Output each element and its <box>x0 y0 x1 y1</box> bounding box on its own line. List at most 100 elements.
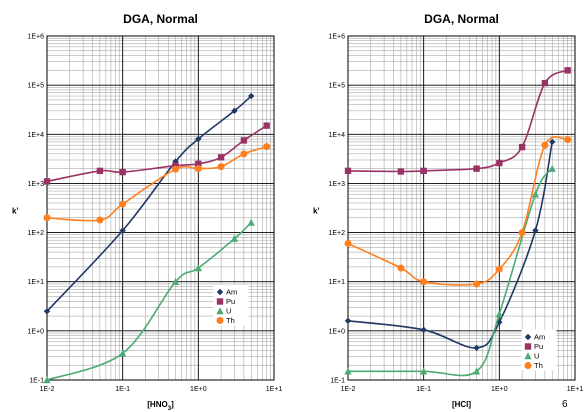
plot-area <box>348 36 575 380</box>
data-point-u <box>43 376 51 384</box>
y-axis-label: k' <box>313 206 319 215</box>
data-point-pu <box>541 79 549 87</box>
series-u <box>43 218 255 384</box>
y-tick-label: 1E+4 <box>27 132 44 139</box>
data-point-pu <box>263 122 270 129</box>
data-point-th <box>96 216 104 224</box>
data-point-th <box>518 229 526 237</box>
page-number: 6 <box>562 399 568 410</box>
series-pu <box>344 67 571 175</box>
data-point-u <box>495 310 503 318</box>
data-point-am <box>119 227 126 234</box>
data-point-am <box>473 344 480 352</box>
data-point-pu <box>240 137 248 144</box>
legend-label-am: Am <box>534 333 545 342</box>
series-line-th <box>347 136 568 286</box>
data-point-u <box>344 367 352 375</box>
chart-hcl: DGA, Normal 1E-1 1E+0 1E+1 1E+2 1E+3 1E+4 1E+5 1… <box>313 12 583 409</box>
data-point-th <box>397 264 405 272</box>
y-tick-label: 1E+3 <box>328 181 345 188</box>
plot-frame <box>46 35 275 381</box>
legend-marker-am <box>524 333 532 341</box>
data-point-u <box>171 277 180 285</box>
data-point-pu <box>564 67 571 74</box>
data-point-pu <box>119 168 126 176</box>
data-point-pu <box>96 167 104 175</box>
data-point-th <box>344 239 352 247</box>
legend-marker-pu <box>216 298 224 305</box>
x-tick-label: 1E+1 <box>266 386 283 393</box>
x-tick-label: 1E+0 <box>491 386 508 393</box>
data-point-pu <box>43 178 51 185</box>
data-point-am <box>549 138 556 146</box>
data-point-u <box>531 190 540 198</box>
legend-label-am: Am <box>226 288 237 297</box>
y-tick-label: 1E-1 <box>29 378 44 385</box>
series-th <box>43 143 271 224</box>
data-point-am <box>248 92 255 100</box>
series-line-pu <box>347 69 569 173</box>
data-point-th <box>119 200 127 208</box>
legend-marker-u <box>216 307 224 315</box>
data-point-th <box>217 163 225 171</box>
data-point-pu <box>344 167 352 175</box>
y-tick-label: 1E+2 <box>328 230 345 237</box>
data-point-u <box>247 218 255 226</box>
y-tick-label: 1E+2 <box>27 230 44 237</box>
series-am <box>43 92 255 315</box>
data-point-u <box>230 234 239 242</box>
x-tick-label: 1E-1 <box>416 386 431 393</box>
series-pu <box>43 122 270 185</box>
data-point-am <box>532 227 539 234</box>
series-th <box>344 136 572 288</box>
data-point-am <box>43 308 51 315</box>
y-tick-label: 1E+6 <box>328 34 345 41</box>
legend-label-pu: Pu <box>226 297 235 306</box>
legend-label-u: U <box>226 307 231 316</box>
series-u <box>344 164 556 377</box>
data-point-u <box>472 367 481 375</box>
data-point-th <box>495 265 503 273</box>
y-tick-label: 1E-1 <box>330 378 345 385</box>
data-point-th <box>541 141 549 149</box>
y-tick-label: 1E+6 <box>27 34 44 41</box>
x-tick-label: 1E+1 <box>567 386 584 393</box>
x-tick-label: 1E-2 <box>40 386 55 393</box>
plot-frame <box>347 35 576 381</box>
y-tick-label: 1E+1 <box>27 279 44 286</box>
y-tick-label: 1E+1 <box>328 279 345 286</box>
data-point-am <box>344 317 352 325</box>
data-point-pu <box>397 168 405 175</box>
legend-label-u: U <box>534 352 539 361</box>
legend-marker-pu <box>524 343 532 350</box>
data-point-pu <box>172 162 179 169</box>
data-point-th <box>43 214 51 222</box>
y-axis-label: k' <box>12 206 18 215</box>
legend-label-pu: Pu <box>534 342 543 351</box>
data-point-pu <box>473 165 480 172</box>
data-point-u <box>420 367 428 375</box>
data-point-am <box>420 326 427 334</box>
legend-marker-am <box>216 288 224 296</box>
chart-title: DGA, Normal <box>424 12 499 26</box>
data-point-th <box>473 280 481 288</box>
y-tick-label: 1E+0 <box>27 328 44 335</box>
x-axis-label: [HCl] <box>452 400 471 409</box>
data-point-u <box>194 264 202 272</box>
y-tick-label: 1E+4 <box>328 132 345 139</box>
chart-hno3: DGA, Normal 1E-1 1E+0 1E+1 1E+2 1E+3 1E+4 1E+5 1… <box>12 12 282 412</box>
data-point-am <box>231 107 238 115</box>
data-point-u <box>119 349 127 357</box>
data-point-th <box>172 165 180 173</box>
legend-marker-th <box>524 362 532 369</box>
legend-marker-th <box>216 317 224 324</box>
legend-marker-u <box>524 352 532 360</box>
y-tick-label: 1E+5 <box>328 83 345 90</box>
data-point-th <box>564 136 572 144</box>
y-tick-label: 1E+0 <box>328 328 345 335</box>
x-tick-label: 1E-2 <box>341 386 356 393</box>
y-tick-label: 1E+5 <box>27 83 44 90</box>
data-point-pu <box>195 160 202 168</box>
